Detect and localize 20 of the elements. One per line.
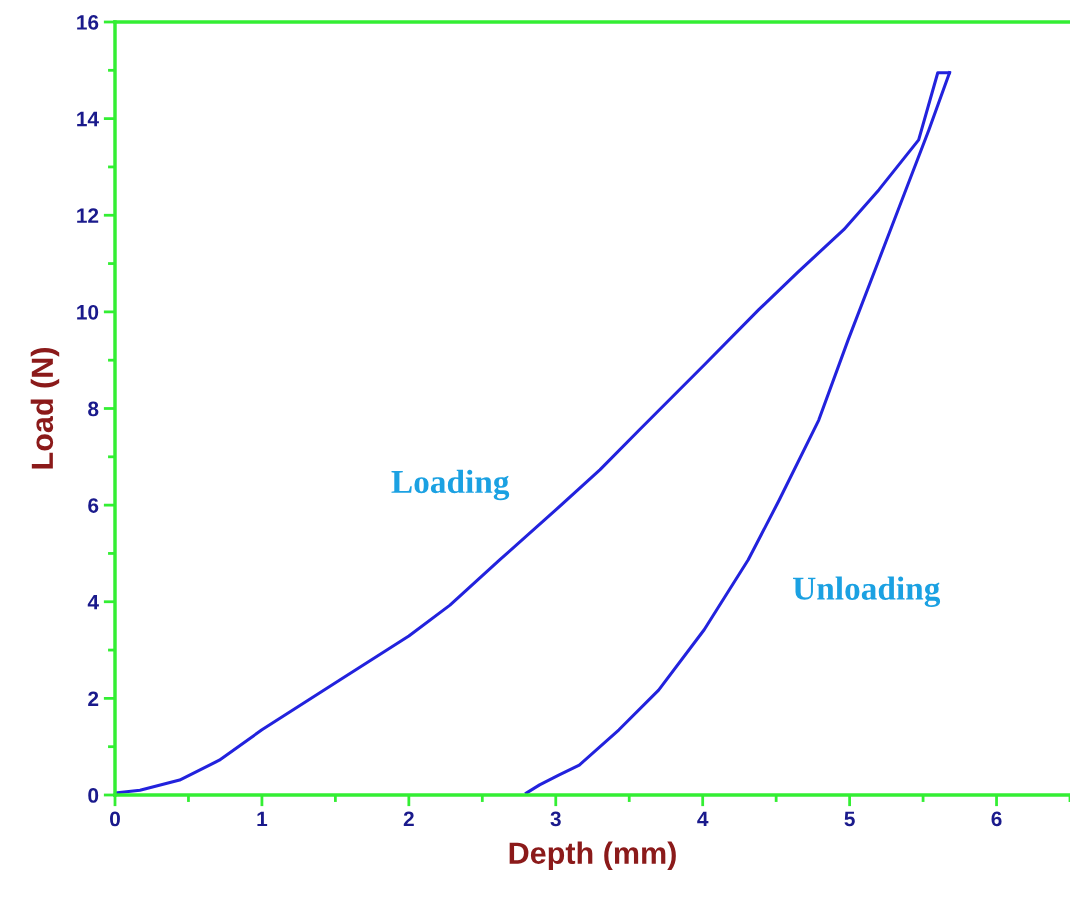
x-tick-label: 6 [991,811,1002,827]
x-tick-label: 3 [550,811,561,827]
y-tick-label: 0 [88,788,99,803]
x-tick-label: 4 [697,811,709,827]
y-tick-label: 10 [77,304,99,320]
y-tick-label: 4 [87,594,99,610]
y-tick-label: 16 [77,15,99,30]
x-tick-label: 2 [403,811,414,827]
y-tick-label: 8 [88,401,99,417]
y-tick-label: 6 [88,498,99,513]
series-label: Unloading [793,576,941,607]
x-tick-label: 5 [844,811,855,827]
x-tick-label: 0 [110,811,120,827]
x-tick-label: 1 [257,811,268,827]
y-tick-label: 12 [77,208,99,223]
x-axis-title: Depth (mm) [509,841,676,870]
y-tick-label: 14 [77,111,99,127]
y-axis-title: Load (N) [30,348,60,469]
y-tick-label: 2 [88,691,99,706]
series-label: Loading [391,469,510,501]
